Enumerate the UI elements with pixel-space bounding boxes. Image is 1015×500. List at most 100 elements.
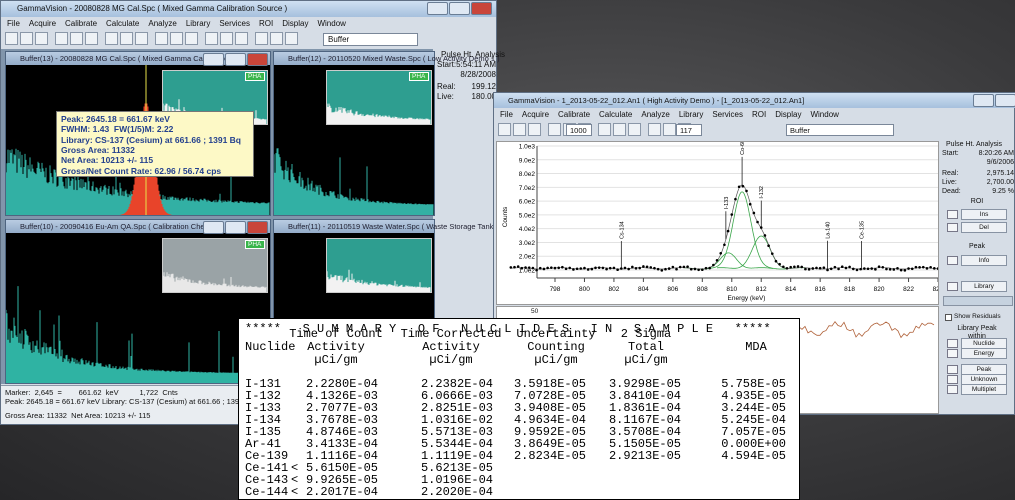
menu-item[interactable]: Calibrate — [65, 19, 98, 28]
input[interactable]: 1000 — [566, 124, 592, 136]
button[interactable]: Info — [961, 255, 1007, 266]
data-point — [542, 267, 546, 271]
button-icon[interactable] — [947, 339, 958, 348]
cell: 4.8746E-03 — [305, 425, 378, 439]
menu-item[interactable]: Library — [185, 19, 211, 28]
button-icon[interactable] — [947, 223, 958, 232]
toolbar-icon[interactable] — [105, 32, 118, 45]
menu-item[interactable]: Display — [775, 110, 802, 119]
toolbar-icon[interactable] — [70, 32, 83, 45]
toolbar-icon[interactable] — [255, 32, 268, 45]
menu-item[interactable]: Display — [282, 19, 309, 28]
menu-item[interactable]: File — [7, 19, 20, 28]
toolbar-icon[interactable] — [35, 32, 48, 45]
input[interactable]: 117 — [676, 124, 702, 136]
menu-item[interactable]: Calculate — [599, 110, 633, 119]
button-icon[interactable] — [947, 375, 958, 384]
toolbar-icon[interactable] — [270, 32, 283, 45]
nuclide: Ar-41 — [245, 437, 282, 451]
toolbar-icon[interactable] — [120, 32, 133, 45]
toolbar-icon[interactable] — [613, 123, 626, 136]
button-icon[interactable] — [947, 365, 958, 374]
data-point — [550, 266, 553, 269]
menu-item[interactable]: ROI — [752, 110, 767, 119]
toolbar-icon[interactable] — [628, 123, 641, 136]
input-value: 117 — [680, 126, 692, 135]
menu-item[interactable]: Analyze — [641, 110, 670, 119]
peak-label: La-140 — [826, 222, 832, 239]
menu-item[interactable]: Services — [219, 19, 250, 28]
window-button[interactable] — [225, 221, 246, 234]
window-button[interactable] — [471, 2, 492, 15]
menu-item[interactable]: Window — [317, 19, 346, 28]
data-point — [516, 265, 520, 268]
toolbar-icon[interactable] — [513, 123, 526, 136]
toolbar-icon[interactable] — [548, 123, 561, 136]
button-label: Info — [978, 256, 990, 264]
menu-item[interactable]: Acquire — [521, 110, 550, 119]
input[interactable]: Buffer — [323, 33, 418, 46]
toolbar-icon[interactable] — [663, 123, 676, 136]
toolbar-icon[interactable] — [5, 32, 18, 45]
window-button[interactable] — [973, 94, 994, 107]
button-icon[interactable] — [947, 210, 958, 219]
menu-item[interactable]: Calculate — [106, 19, 140, 28]
column-header: Nuclide — [245, 340, 296, 354]
menu-item[interactable]: File — [500, 110, 513, 119]
data-point — [520, 266, 524, 270]
window-button[interactable] — [203, 221, 224, 234]
button[interactable]: Ins — [961, 209, 1007, 220]
input[interactable]: Buffer — [786, 124, 894, 136]
peak-label: Ce-135 — [859, 221, 865, 239]
toolbar-icon[interactable] — [528, 123, 541, 136]
y-tick-label: 5.0e2 — [519, 212, 536, 219]
button[interactable]: Energy — [961, 348, 1007, 359]
button-icon[interactable] — [947, 385, 958, 394]
window-button[interactable] — [225, 53, 246, 66]
menu-item[interactable]: Services — [712, 110, 743, 119]
window-button[interactable] — [203, 53, 224, 66]
toolbar-icon[interactable] — [648, 123, 661, 136]
pane-title: Buffer(11) - 20110519 Waste Water.Spc ( … — [288, 222, 508, 231]
window-button[interactable] — [995, 94, 1015, 107]
button-icon[interactable] — [947, 349, 958, 358]
toolbar-icon[interactable] — [205, 32, 218, 45]
window-button[interactable] — [449, 2, 470, 15]
toolbar-icon[interactable] — [285, 32, 298, 45]
window-button[interactable] — [247, 221, 268, 234]
title-bar — [1, 1, 496, 17]
data-point — [793, 265, 796, 269]
window-button[interactable] — [427, 2, 448, 15]
toolbar-icon[interactable] — [155, 32, 168, 45]
button-icon[interactable] — [947, 282, 958, 291]
menu-item[interactable]: Analyze — [148, 19, 177, 28]
pane-title-bar — [274, 220, 434, 233]
button-icon[interactable] — [947, 256, 958, 265]
data-point — [910, 267, 914, 271]
toolbar-icon[interactable] — [235, 32, 248, 45]
toolbar-icon[interactable] — [185, 32, 198, 45]
window-button[interactable] — [247, 53, 268, 66]
menu-item[interactable]: Calibrate — [558, 110, 591, 119]
menu-item[interactable]: ROI — [259, 19, 274, 28]
data-point — [579, 267, 583, 270]
toolbar-icon[interactable] — [85, 32, 98, 45]
toolbar-icon[interactable] — [598, 123, 611, 136]
toolbar-icon[interactable] — [220, 32, 233, 45]
button[interactable]: Library — [961, 281, 1007, 292]
data-point — [524, 266, 527, 269]
toolbar-icon[interactable] — [55, 32, 68, 45]
menu-item[interactable]: Window — [810, 110, 839, 119]
toolbar-icon[interactable] — [135, 32, 148, 45]
nuclide: I-133 — [245, 401, 282, 415]
button[interactable]: Multiplet — [961, 384, 1007, 395]
button[interactable]: Del — [961, 222, 1007, 233]
checkbox[interactable] — [945, 314, 952, 321]
menu-item[interactable]: Acquire — [28, 19, 57, 28]
menu-item[interactable]: Library — [678, 110, 704, 119]
toolbar-icon[interactable] — [498, 123, 511, 136]
data-point — [888, 268, 892, 271]
toolbar-icon[interactable] — [20, 32, 33, 45]
toolbar-icon[interactable] — [170, 32, 183, 45]
